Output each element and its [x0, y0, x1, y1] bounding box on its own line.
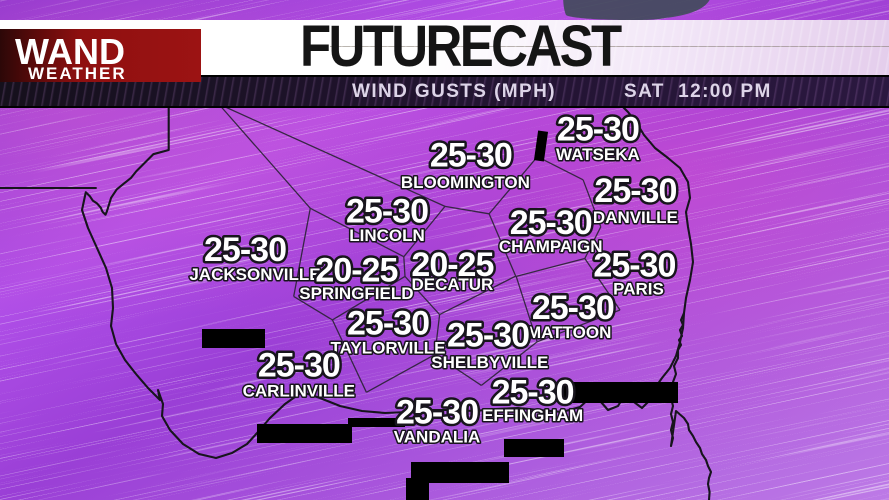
- svg-text:25-30: 25-30: [447, 316, 529, 354]
- svg-text:LINCOLN: LINCOLN: [349, 226, 425, 245]
- svg-text:25-30: 25-30: [593, 246, 675, 284]
- svg-text:25-30: 25-30: [557, 111, 639, 149]
- svg-text:PARIS: PARIS: [613, 280, 664, 299]
- svg-text:25-30: 25-30: [430, 136, 512, 174]
- svg-text:MATTOON: MATTOON: [527, 323, 611, 342]
- svg-text:25-30: 25-30: [204, 231, 286, 269]
- svg-text:VANDALIA: VANDALIA: [394, 428, 481, 447]
- svg-text:CARLINVILLE: CARLINVILLE: [243, 381, 355, 400]
- svg-text:25-30: 25-30: [347, 304, 429, 342]
- svg-text:DECATUR: DECATUR: [411, 275, 493, 294]
- svg-text:SHELBYVILLE: SHELBYVILLE: [431, 353, 548, 372]
- svg-text:25-30: 25-30: [532, 289, 614, 327]
- svg-text:EFFINGHAM: EFFINGHAM: [482, 406, 583, 425]
- svg-text:WATSEKA: WATSEKA: [556, 145, 640, 164]
- svg-text:DANVILLE: DANVILLE: [593, 208, 678, 227]
- svg-text:SPRINGFIELD: SPRINGFIELD: [299, 284, 413, 303]
- svg-text:25-30: 25-30: [594, 172, 676, 210]
- svg-text:25-30: 25-30: [346, 193, 428, 231]
- svg-text:TAYLORVILLE: TAYLORVILLE: [331, 339, 446, 358]
- svg-text:JACKSONVILLE: JACKSONVILLE: [189, 265, 320, 284]
- svg-text:25-30: 25-30: [258, 346, 340, 384]
- svg-text:CHAMPAIGN: CHAMPAIGN: [499, 237, 603, 256]
- svg-text:BLOOMINGTON: BLOOMINGTON: [401, 173, 530, 192]
- svg-text:25-30: 25-30: [396, 393, 478, 431]
